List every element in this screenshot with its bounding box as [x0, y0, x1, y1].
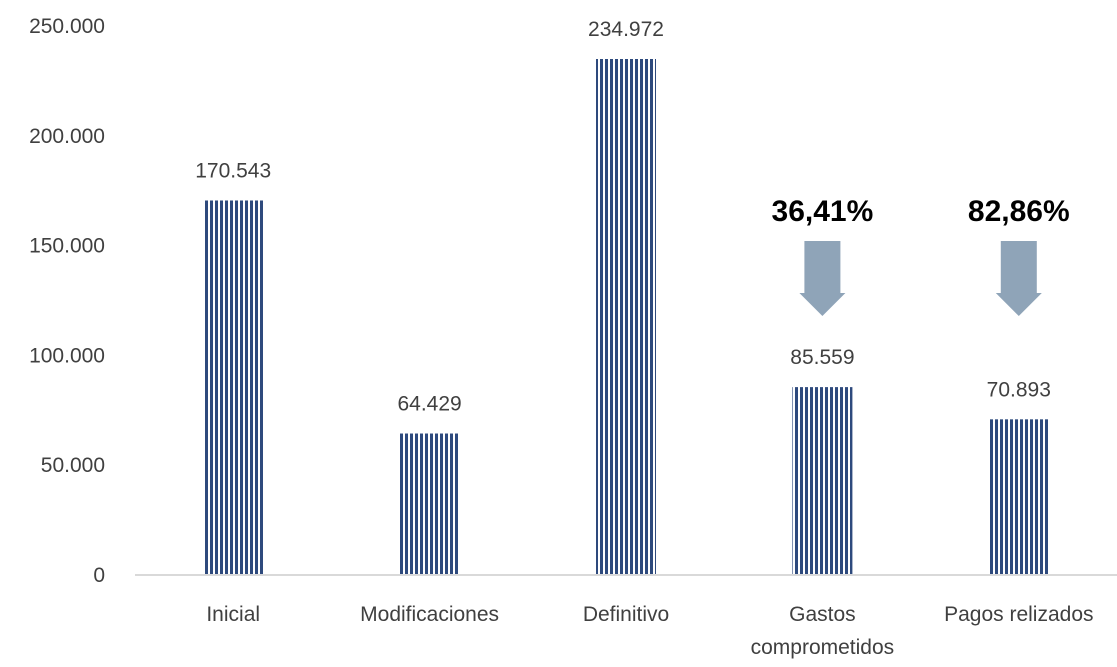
data-label: 234.972: [588, 18, 664, 41]
down-arrow-icon: [799, 241, 846, 316]
data-labels: 170.543 64.429 234.972 85.559 70.893: [195, 18, 1051, 416]
percentage-annotations: 36,41% 82,86%: [772, 195, 1070, 316]
bar: [988, 419, 1049, 575]
data-label: 85.559: [790, 346, 854, 369]
percentage-label: 36,41%: [772, 195, 874, 228]
bar: [203, 200, 264, 575]
x-category-label: Inicial: [206, 603, 260, 626]
data-label: 70.893: [987, 378, 1051, 401]
x-category-label: Definitivo: [583, 603, 669, 626]
bar: [792, 387, 853, 575]
y-tick-label: 0: [93, 564, 105, 587]
y-tick-label: 200.000: [29, 125, 105, 148]
bar: [596, 59, 656, 576]
down-arrow-icon: [995, 241, 1042, 316]
y-tick-label: 250.000: [29, 15, 105, 38]
percentage-label: 82,86%: [968, 195, 1070, 228]
bar: [399, 433, 460, 575]
x-category-label: Gastos comprometidos: [751, 603, 895, 659]
x-category-label: Pagos relizados: [944, 603, 1093, 626]
y-tick-label: 150.000: [29, 235, 105, 258]
y-tick-label: 50.000: [41, 454, 105, 477]
x-axis-category-labels: Inicial Modificaciones Definitivo Gastos com…: [206, 603, 1093, 659]
data-label: 170.543: [195, 159, 271, 182]
data-label: 64.429: [397, 393, 461, 416]
y-axis-tick-labels: 0 50.000 100.000 150.000 200.000 250.000: [29, 15, 105, 587]
x-category-label: Modificaciones: [360, 603, 499, 626]
bars: [203, 59, 1049, 576]
y-tick-label: 100.000: [29, 344, 105, 367]
